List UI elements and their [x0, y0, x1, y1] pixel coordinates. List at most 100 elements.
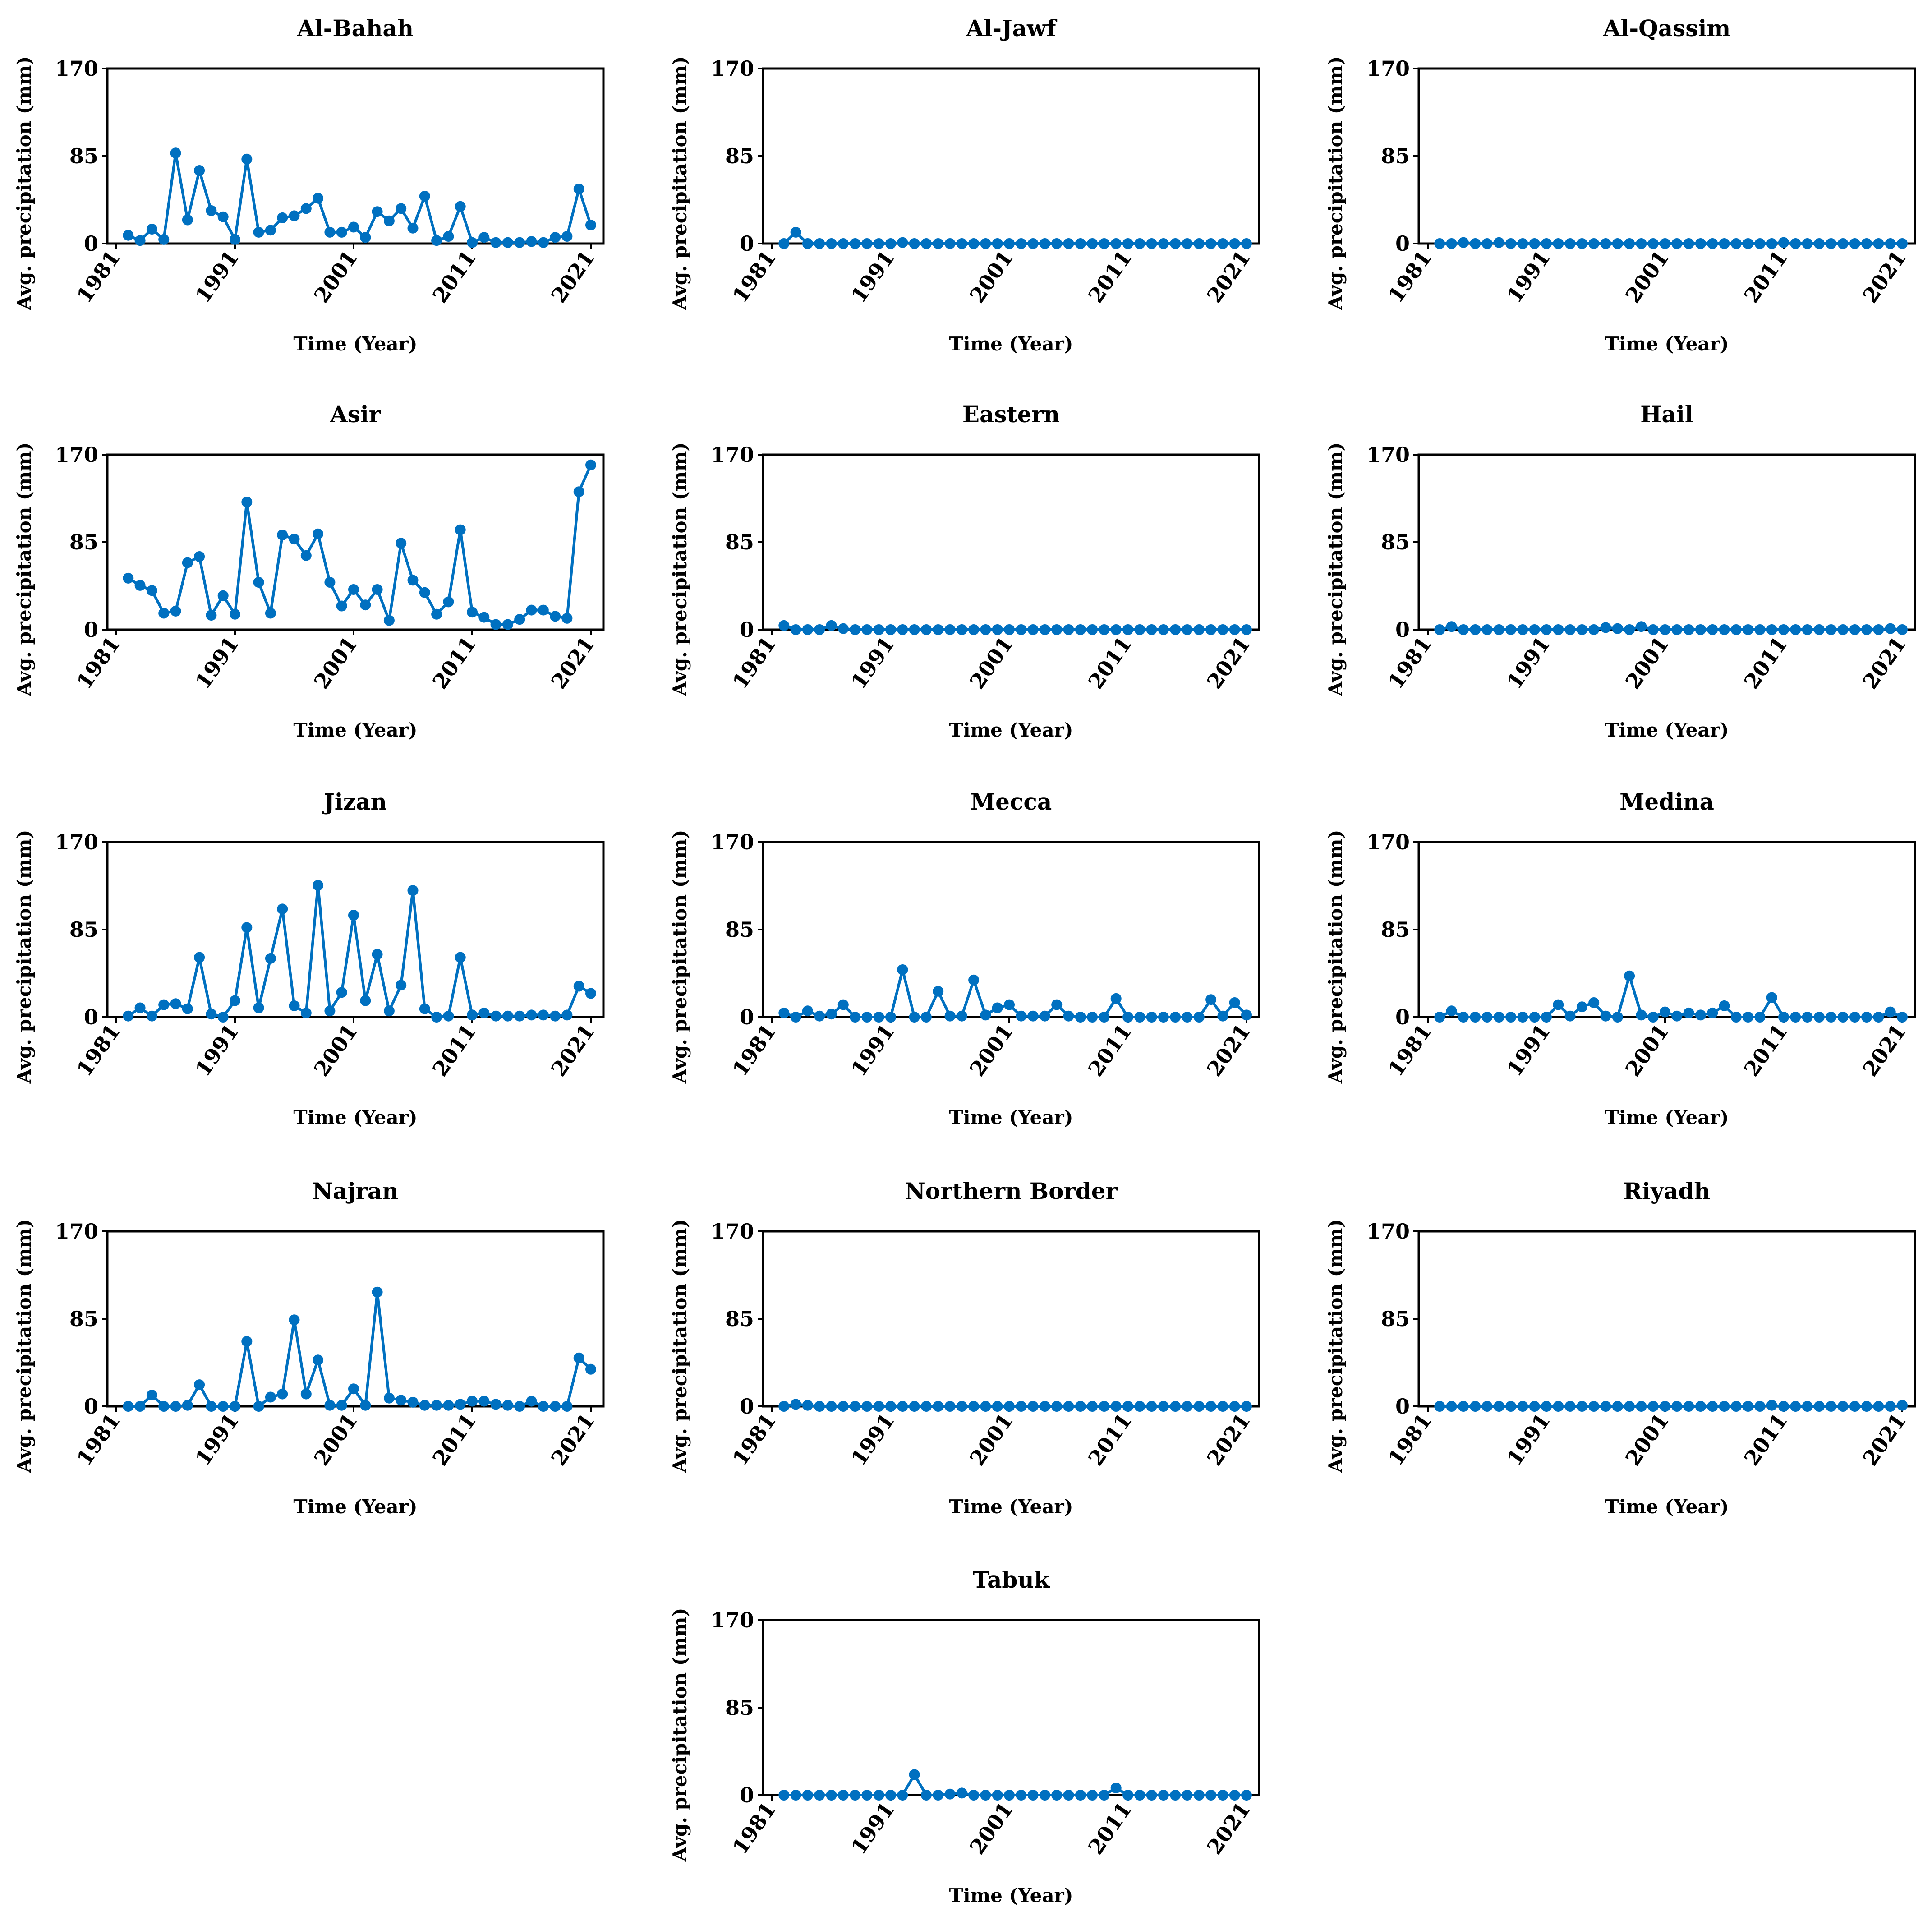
- data-point-1986: [826, 620, 837, 631]
- data-point-1990: [1529, 624, 1540, 635]
- data-point-1989: [1517, 1012, 1528, 1023]
- x-axis-label: Time (Year): [949, 1496, 1073, 1518]
- data-point-1995: [933, 1401, 944, 1412]
- data-point-2002: [1016, 1790, 1027, 1801]
- y-tick-label: 85: [1381, 917, 1410, 942]
- x-tick-label: 2001: [1620, 1019, 1674, 1081]
- data-point-1985: [814, 624, 825, 635]
- data-point-1990: [1529, 238, 1540, 249]
- x-tick-label: 2001: [965, 632, 1018, 693]
- data-point-1992: [1553, 624, 1564, 635]
- data-point-1991: [230, 234, 240, 245]
- data-point-2001: [1004, 624, 1015, 635]
- data-point-1986: [1481, 1401, 1493, 1412]
- data-point-1993: [253, 226, 264, 238]
- data-point-1995: [277, 212, 288, 223]
- data-point-2011: [467, 1009, 478, 1021]
- y-axis-label: Avg. precipitation (mm): [13, 56, 35, 311]
- data-point-1994: [265, 608, 276, 619]
- data-point-2002: [1016, 1401, 1027, 1412]
- x-tick-label: 2021: [1858, 1019, 1911, 1081]
- data-point-1988: [1505, 238, 1517, 249]
- data-point-1996: [944, 1401, 956, 1412]
- data-point-1998: [1624, 1401, 1635, 1412]
- data-point-2015: [1170, 238, 1181, 249]
- data-point-2007: [419, 1400, 430, 1411]
- data-point-2009: [443, 596, 454, 608]
- data-point-2018: [1205, 238, 1217, 249]
- y-tick-label: 170: [55, 1219, 98, 1244]
- y-tick-label: 170: [55, 442, 98, 467]
- x-tick-label: 2011: [428, 1409, 481, 1470]
- y-axis-label: Avg. precipitation (mm): [669, 830, 691, 1084]
- data-point-2018: [1205, 1790, 1217, 1801]
- data-point-2009: [1754, 1012, 1766, 1023]
- data-point-1982: [1434, 624, 1445, 635]
- y-tick-label: 170: [55, 830, 98, 854]
- data-point-2013: [1146, 1012, 1157, 1023]
- data-point-2021: [585, 1363, 596, 1375]
- data-point-2008: [1087, 1012, 1098, 1023]
- data-point-1989: [861, 624, 873, 635]
- y-tick-label: 0: [740, 231, 754, 256]
- data-point-1987: [1493, 237, 1504, 248]
- data-point-1994: [920, 624, 932, 635]
- data-point-2011: [467, 607, 478, 618]
- data-point-2004: [1039, 1010, 1050, 1022]
- data-point-1983: [790, 226, 801, 238]
- data-point-2007: [1730, 1012, 1742, 1023]
- data-point-2005: [396, 1395, 407, 1406]
- data-point-2009: [1754, 1401, 1766, 1412]
- data-point-2005: [396, 538, 407, 549]
- data-point-2013: [1146, 624, 1157, 635]
- x-tick-label: 1981: [1383, 1409, 1436, 1470]
- data-point-1991: [885, 1401, 896, 1412]
- data-point-2011: [1122, 1401, 1133, 1412]
- data-point-1993: [1564, 1401, 1576, 1412]
- data-point-1994: [920, 1790, 932, 1801]
- x-tick-label: 1991: [190, 1019, 244, 1081]
- data-point-2021: [1241, 1009, 1252, 1021]
- x-axis-label: Time (Year): [1605, 1496, 1729, 1518]
- data-point-2019: [1217, 238, 1228, 249]
- data-point-2012: [1134, 1012, 1145, 1023]
- data-point-2001: [348, 221, 359, 233]
- data-point-1982: [123, 1010, 134, 1022]
- data-point-1995: [1588, 1401, 1600, 1412]
- y-tick-label: 85: [725, 917, 754, 942]
- data-point-2018: [1861, 624, 1872, 635]
- x-tick-label: 2021: [1202, 1409, 1255, 1470]
- data-point-2017: [538, 1401, 549, 1412]
- data-point-1986: [1481, 1012, 1493, 1023]
- data-point-1992: [897, 1790, 908, 1801]
- data-point-2003: [372, 1286, 383, 1298]
- data-point-2020: [573, 184, 584, 194]
- data-point-2001: [1004, 238, 1015, 249]
- data-point-2014: [1158, 1401, 1169, 1412]
- data-point-1997: [1612, 623, 1623, 634]
- y-axis-label: Avg. precipitation (mm): [669, 1608, 691, 1862]
- y-tick-label: 170: [1366, 830, 1410, 854]
- data-point-1993: [909, 1012, 920, 1023]
- data-point-2001: [1660, 1401, 1670, 1412]
- plot-area: [762, 1230, 1260, 1408]
- series-line: [1438, 1404, 1904, 1408]
- x-tick-label: 2011: [1083, 1409, 1136, 1470]
- chart-title: Eastern: [962, 401, 1060, 428]
- data-point-1988: [1505, 624, 1517, 635]
- x-tick-label: 1981: [1383, 1019, 1436, 1081]
- chart-panel-mecca: Mecca 0 85 170 1981 1991 2001 2011 2021 Time (Yea…: [669, 788, 1260, 1129]
- data-point-1992: [1553, 999, 1564, 1010]
- data-point-2018: [550, 1401, 561, 1412]
- x-tick-label: 1981: [72, 1019, 125, 1081]
- data-point-2016: [526, 604, 537, 616]
- data-point-1992: [897, 964, 908, 975]
- data-point-1985: [1470, 238, 1481, 249]
- data-point-2014: [1813, 238, 1825, 249]
- data-point-1985: [158, 608, 170, 619]
- y-tick-label: 170: [711, 830, 754, 854]
- data-point-2013: [490, 619, 501, 630]
- data-point-1983: [1446, 1005, 1457, 1017]
- data-point-1998: [1624, 970, 1635, 981]
- plot-area: [106, 67, 605, 245]
